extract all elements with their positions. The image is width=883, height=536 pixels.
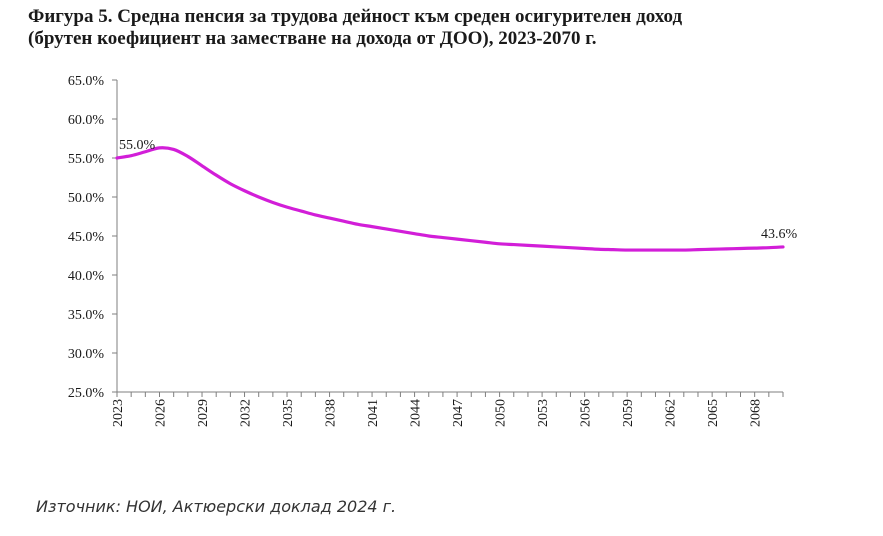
x-tick-label: 2035 — [281, 399, 296, 427]
data-label: 55.0% — [119, 138, 156, 153]
y-tick-label: 65.0% — [68, 74, 105, 89]
series-line — [115, 146, 785, 252]
x-tick-label: 2032 — [239, 399, 254, 427]
x-tick-label: 2050 — [494, 399, 509, 427]
y-tick-label: 55.0% — [68, 152, 105, 167]
y-tick-label: 60.0% — [68, 113, 105, 128]
x-tick-label: 2065 — [706, 399, 721, 427]
chart-title-line-2: (брутен коефициент на заместване на дохо… — [28, 28, 597, 49]
x-tick-label: 2056 — [579, 399, 594, 427]
x-tick-label: 2053 — [536, 399, 551, 427]
x-tick-label: 2038 — [324, 399, 339, 427]
y-tick-label: 50.0% — [68, 191, 105, 206]
source-note: Източник: НОИ, Актюерски доклад 2024 г. — [36, 497, 397, 516]
x-tick-label: 2026 — [154, 399, 169, 427]
x-tick-label: 2023 — [111, 399, 126, 427]
y-tick-label: 35.0% — [68, 308, 105, 323]
y-tick-label: 25.0% — [68, 386, 105, 401]
x-tick-label: 2029 — [196, 399, 211, 427]
x-tick-label: 2059 — [621, 399, 636, 427]
chart-title-line-1: Фигура 5. Средна пенсия за трудова дейно… — [28, 6, 683, 27]
y-tick-label: 30.0% — [68, 347, 105, 362]
x-tick-label: 2047 — [451, 399, 466, 427]
x-tick-label: 2041 — [366, 399, 381, 427]
x-tick-label: 2068 — [749, 399, 764, 427]
chart-title: Фигура 5. Средна пенсия за трудова дейно… — [28, 6, 878, 50]
y-tick-label: 40.0% — [68, 269, 105, 284]
data-label: 43.6% — [761, 227, 798, 242]
x-tick-label: 2062 — [664, 399, 679, 427]
x-tick-label: 2044 — [409, 399, 424, 427]
y-tick-label: 45.0% — [68, 230, 105, 245]
